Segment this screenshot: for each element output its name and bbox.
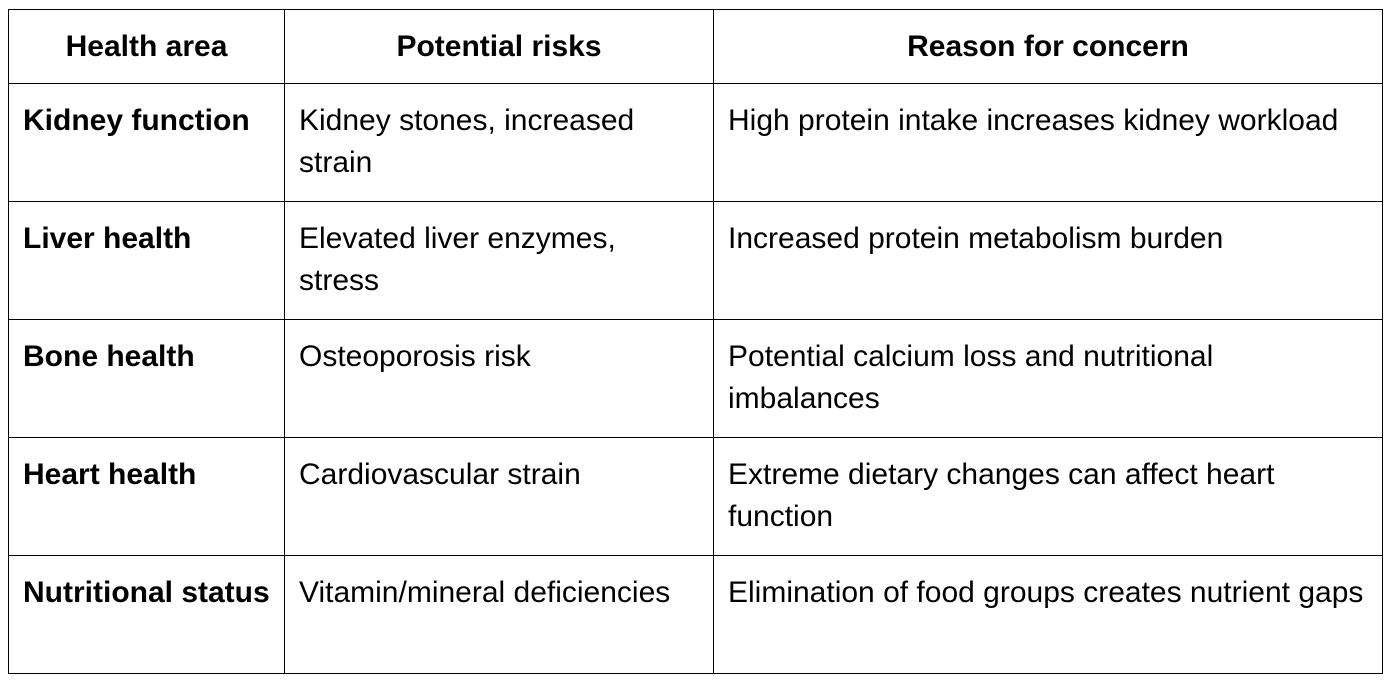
cell-potential-risks: Cardiovascular strain — [284, 437, 714, 556]
header-reason-for-concern: Reason for concern — [713, 9, 1383, 84]
table-row: Liver health Elevated liver enzymes, str… — [8, 201, 1383, 320]
table-header: Health area Potential risks Reason for c… — [8, 9, 1383, 84]
cell-reason-for-concern: High protein intake increases kidney wor… — [713, 83, 1383, 202]
cell-potential-risks: Vitamin/mineral deficiencies — [284, 555, 714, 674]
cell-potential-risks: Osteoporosis risk — [284, 319, 714, 438]
cell-health-area: Heart health — [8, 437, 285, 556]
cell-potential-risks: Kidney stones, increased strain — [284, 83, 714, 202]
cell-reason-for-concern: Elimination of food groups creates nutri… — [713, 555, 1383, 674]
cell-health-area: Liver health — [8, 201, 285, 320]
table-row: Heart health Cardiovascular strain Extre… — [8, 437, 1383, 556]
cell-reason-for-concern: Extreme dietary changes can affect heart… — [713, 437, 1383, 556]
cell-reason-for-concern: Potential calcium loss and nutritional i… — [713, 319, 1383, 438]
health-risks-table: Health area Potential risks Reason for c… — [8, 9, 1383, 674]
table-body: Kidney function Kidney stones, increased… — [8, 83, 1383, 674]
cell-health-area: Nutritional status — [8, 555, 285, 674]
header-potential-risks: Potential risks — [284, 9, 714, 84]
cell-health-area: Bone health — [8, 319, 285, 438]
cell-reason-for-concern: Increased protein metabolism burden — [713, 201, 1383, 320]
cell-potential-risks: Elevated liver enzymes, stress — [284, 201, 714, 320]
table-row: Nutritional status Vitamin/mineral defic… — [8, 555, 1383, 674]
table-row: Kidney function Kidney stones, increased… — [8, 83, 1383, 202]
cell-health-area: Kidney function — [8, 83, 285, 202]
table-row: Bone health Osteoporosis risk Potential … — [8, 319, 1383, 438]
header-row: Health area Potential risks Reason for c… — [8, 9, 1383, 84]
header-health-area: Health area — [8, 9, 285, 84]
